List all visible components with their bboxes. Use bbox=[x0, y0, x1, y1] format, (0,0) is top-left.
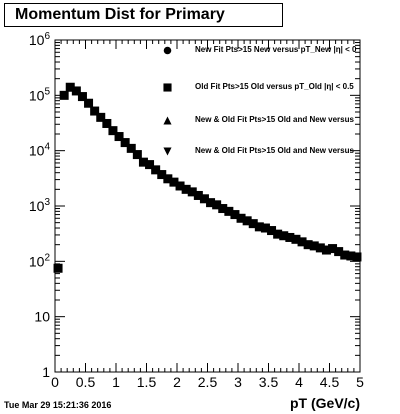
data-point bbox=[285, 232, 295, 242]
data-point bbox=[59, 90, 69, 100]
legend: New Fit Pts>15 New versus pT_New |η| < 0… bbox=[160, 43, 400, 173]
data-point bbox=[352, 252, 362, 262]
data-point bbox=[96, 112, 106, 122]
data-point bbox=[279, 231, 289, 241]
data-point bbox=[120, 138, 130, 148]
data-point bbox=[132, 150, 142, 160]
data-point bbox=[218, 204, 228, 214]
data-point bbox=[193, 190, 203, 200]
data-point bbox=[206, 198, 216, 208]
x-axis-label: pT (GeV/c) bbox=[289, 395, 360, 411]
data-point bbox=[230, 210, 240, 220]
triangle-up-marker-icon bbox=[163, 116, 172, 125]
x-tick-label: 4.5 bbox=[320, 374, 340, 390]
data-point bbox=[151, 165, 161, 175]
data-point bbox=[273, 229, 283, 239]
data-point bbox=[90, 106, 100, 116]
data-point bbox=[291, 234, 301, 244]
data-point bbox=[181, 184, 191, 194]
x-tick-label: 2.5 bbox=[198, 374, 218, 390]
chart-title: Momentum Dist for Primary bbox=[15, 6, 225, 23]
data-point bbox=[248, 219, 258, 229]
data-point bbox=[303, 240, 313, 250]
data-point bbox=[77, 92, 87, 102]
data-point bbox=[163, 174, 173, 184]
data-point bbox=[340, 250, 350, 260]
data-point bbox=[187, 187, 197, 197]
data-point bbox=[114, 132, 124, 142]
data-point bbox=[267, 226, 277, 236]
legend-label: New & Old Fit Pts>15 Old and New versus bbox=[195, 146, 354, 155]
data-point bbox=[321, 245, 331, 255]
data-point bbox=[212, 200, 222, 210]
data-point bbox=[138, 157, 148, 167]
data-point bbox=[145, 160, 155, 170]
triangle-down-marker-icon bbox=[163, 147, 172, 156]
data-point bbox=[102, 118, 112, 128]
x-tick-label: 0.5 bbox=[76, 374, 96, 390]
data-point bbox=[199, 194, 209, 204]
data-point bbox=[53, 263, 63, 273]
data-point bbox=[260, 223, 270, 233]
y-tick-label: 10 bbox=[34, 309, 50, 325]
legend-label: New Fit Pts>15 New versus pT_New |η| < 0 bbox=[195, 45, 357, 54]
data-points bbox=[53, 82, 362, 273]
data-point bbox=[169, 177, 179, 187]
square-marker-icon bbox=[163, 83, 172, 92]
x-tick-label: 3.5 bbox=[259, 374, 279, 390]
data-point bbox=[65, 82, 75, 92]
data-point bbox=[224, 206, 234, 216]
x-tick-label: 3 bbox=[234, 374, 242, 390]
data-point bbox=[346, 251, 356, 261]
data-point bbox=[108, 126, 118, 136]
x-tick-label: 5 bbox=[356, 374, 364, 390]
data-point bbox=[242, 216, 252, 226]
data-point bbox=[236, 213, 246, 223]
data-point bbox=[157, 170, 167, 180]
data-point bbox=[328, 244, 338, 254]
x-tick-label: 1 bbox=[112, 374, 120, 390]
x-tick-label: 1.5 bbox=[137, 374, 157, 390]
x-tick-label: 4 bbox=[295, 374, 303, 390]
y-tick-label: 104 bbox=[29, 142, 51, 159]
x-tick-label: 0 bbox=[51, 374, 59, 390]
data-point bbox=[71, 86, 81, 96]
legend-label: Old Fit Pts>15 Old versus pT_Old |η| < 0… bbox=[195, 82, 354, 91]
data-point bbox=[297, 237, 307, 247]
data-point bbox=[334, 247, 344, 257]
title-box: Momentum Dist for Primary bbox=[4, 3, 283, 27]
timestamp: Tue Mar 29 15:21:36 2016 bbox=[4, 400, 112, 410]
y-tick-label: 106 bbox=[29, 31, 51, 48]
y-tick-label: 103 bbox=[29, 197, 51, 214]
data-point bbox=[315, 243, 325, 253]
y-tick-label: 102 bbox=[29, 252, 51, 269]
data-point bbox=[126, 143, 136, 153]
x-tick-label: 2 bbox=[173, 374, 181, 390]
circle-marker-icon bbox=[163, 46, 172, 55]
data-point bbox=[84, 98, 94, 108]
y-tick-label: 1 bbox=[42, 364, 50, 380]
data-point bbox=[254, 222, 264, 232]
legend-label: New & Old Fit Pts>15 Old and New versus bbox=[195, 115, 354, 124]
data-point bbox=[175, 181, 185, 191]
data-point bbox=[309, 241, 319, 251]
y-tick-label: 105 bbox=[29, 86, 51, 103]
